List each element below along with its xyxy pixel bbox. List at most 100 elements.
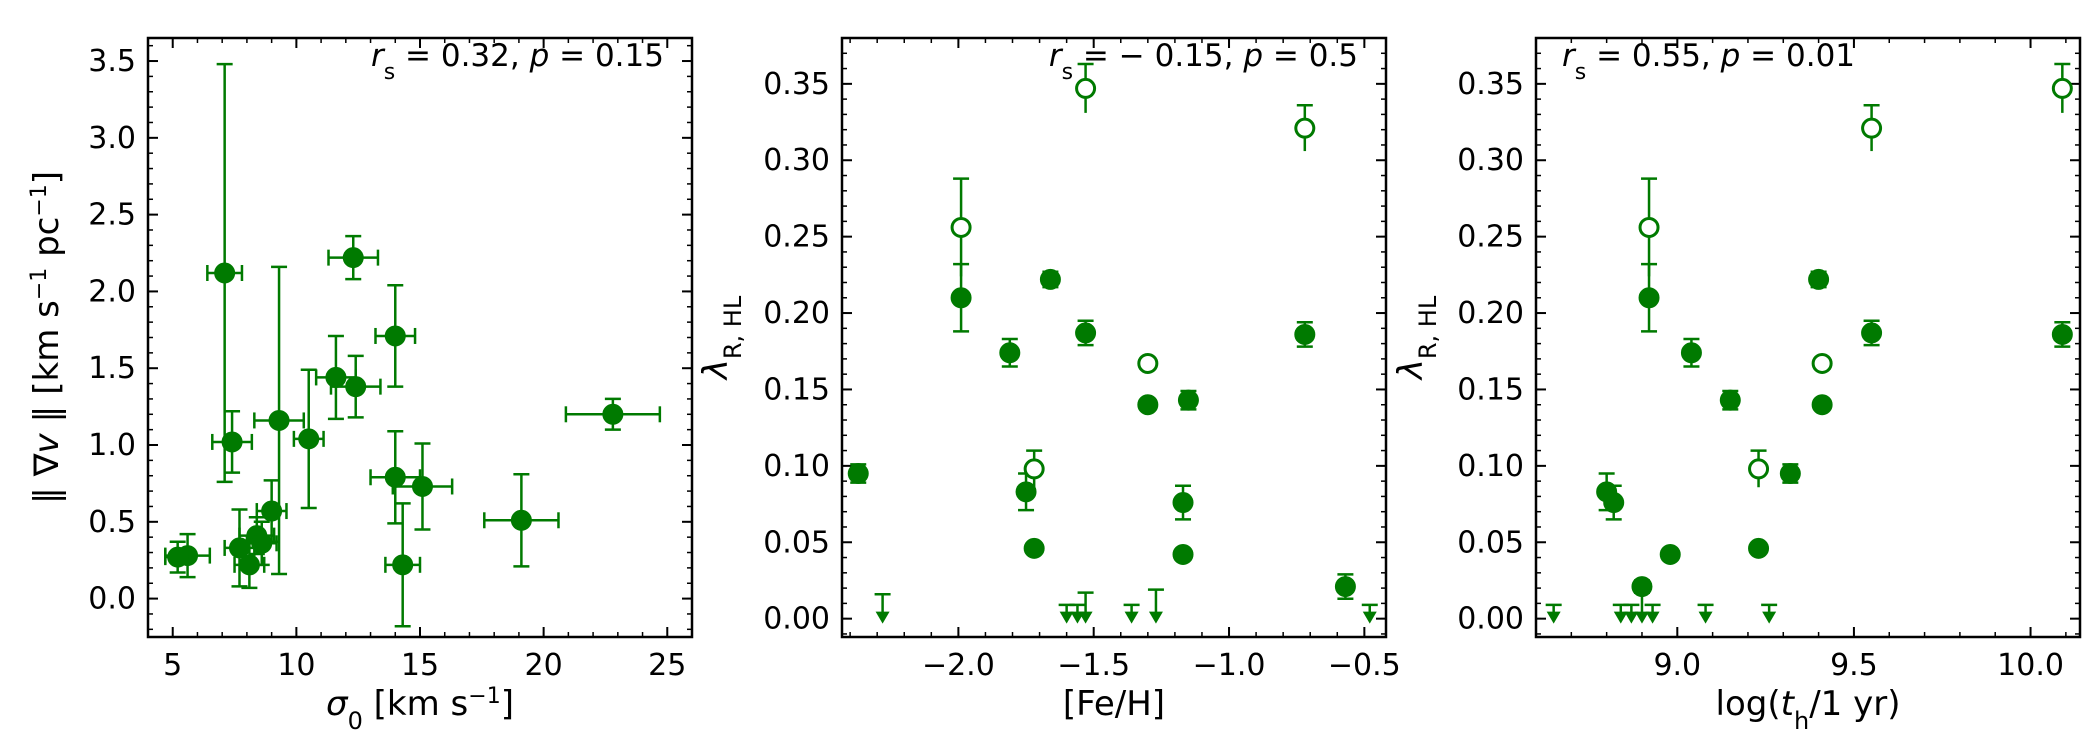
x-axis-label: log(th/1 yr) <box>1716 684 1901 735</box>
x-tick-label: 25 <box>648 648 686 683</box>
y-tick-label: 3.0 <box>88 121 136 156</box>
upper-limit-arrow <box>1546 611 1561 624</box>
y-tick-label: 0.30 <box>1457 143 1524 178</box>
x-tick-label: 15 <box>401 648 439 683</box>
data-point-filled <box>384 466 406 488</box>
y-tick-label: 0.25 <box>1457 220 1524 255</box>
data-point-open <box>950 216 972 238</box>
y-tick-label: 0.00 <box>763 602 830 637</box>
x-tick-label: 9.5 <box>1830 648 1878 683</box>
data-point-filled <box>999 342 1021 364</box>
y-tick-label: 2.0 <box>88 274 136 309</box>
y-axis-label: λR, HL <box>696 295 747 381</box>
data-point-filled <box>1638 287 1660 309</box>
x-tick-label: −0.5 <box>1328 648 1401 683</box>
correlation-annotation: rs = 0.55, p = 0.01 <box>1562 38 1855 85</box>
data-point-filled <box>411 475 433 497</box>
data-point-filled <box>1334 576 1356 598</box>
data-point-filled <box>251 532 273 554</box>
y-tick-label: 3.5 <box>88 44 136 79</box>
upper-limit-arrow <box>1362 611 1377 624</box>
data-point-filled <box>268 409 290 431</box>
data-point-filled <box>1075 322 1097 344</box>
data-point-filled <box>221 431 243 453</box>
y-tick-label: 0.10 <box>763 449 830 484</box>
y-tick-label: 0.30 <box>763 143 830 178</box>
y-tick-label: 1.5 <box>88 351 136 386</box>
data-point-filled <box>1177 389 1199 411</box>
data-point-filled <box>167 546 189 568</box>
data-point-filled <box>1023 537 1045 559</box>
x-tick-label: −2.0 <box>922 648 995 683</box>
upper-limit-arrow <box>1148 611 1163 624</box>
data-point-open <box>2051 77 2073 99</box>
x-tick-label: 10.0 <box>1997 648 2064 683</box>
data-point-filled <box>1603 492 1625 514</box>
y-tick-label: 0.25 <box>763 220 830 255</box>
x-axis-label: σ0 [km s−1] <box>326 684 514 736</box>
data-point-filled <box>1172 492 1194 514</box>
data-point-filled <box>1779 462 1801 484</box>
y-tick-label: 2.5 <box>88 198 136 233</box>
panel-lambda-vs-age: 9.0 9.5 10.0 0.00 0.05 0.10 0.15 0.20 0.25 0.30 0.… <box>1391 36 2082 735</box>
plot-frame <box>146 36 694 639</box>
data-point-open <box>1861 117 1883 139</box>
data-point-open <box>1075 77 1097 99</box>
y-tick-label: 0.15 <box>763 372 830 407</box>
data-point-open <box>1137 352 1159 374</box>
data-point-filled <box>1015 481 1037 503</box>
plot-frame <box>840 36 1388 639</box>
data-point-open <box>1023 458 1045 480</box>
y-tick-label: 0.00 <box>1457 602 1524 637</box>
data-point-filled <box>1659 543 1681 565</box>
data-point-filled <box>1294 323 1316 345</box>
data-point-filled <box>1811 394 1833 416</box>
data-point-open <box>1811 352 1833 374</box>
data-point-filled <box>342 247 364 269</box>
upper-limit-arrow <box>1124 611 1139 624</box>
upper-limit-arrow <box>1634 611 1649 624</box>
upper-limit-arrow <box>1645 611 1660 624</box>
y-tick-label: 1.0 <box>88 428 136 463</box>
panel-lambda-vs-metallicity: −2.0 −1.5 −1.0 −0.5 0.00 0.05 0.10 0.15 0.20 0.25… <box>696 36 1401 724</box>
data-point-filled <box>1137 394 1159 416</box>
data-point-filled <box>1172 543 1194 565</box>
data-point-open <box>1748 458 1770 480</box>
data-point-filled <box>1719 389 1741 411</box>
data-point-filled <box>1039 268 1061 290</box>
panel-velocity-gradient-vs-dispersion: 5 10 15 20 25 0.0 0.5 1.0 1.5 2.0 2.5 3.0 3.5 σ0 [km … <box>27 36 694 736</box>
data-point-filled <box>2051 323 2073 345</box>
y-tick-label: 0.05 <box>763 525 830 560</box>
x-tick-label: 10 <box>277 648 315 683</box>
data-point-filled <box>847 462 869 484</box>
y-axis-label: ‖ ∇v ‖ [km s−1 pc−1] <box>27 171 68 504</box>
data-point-filled <box>325 366 347 388</box>
x-tick-label: −1.5 <box>1057 648 1130 683</box>
data-point-open <box>1294 117 1316 139</box>
data-point-filled <box>384 325 406 347</box>
y-tick-label: 0.20 <box>763 296 830 331</box>
upper-limit-arrow <box>1698 611 1713 624</box>
y-tick-label: 0.35 <box>1457 67 1524 102</box>
x-tick-label: 5 <box>163 648 182 683</box>
y-tick-label: 0.20 <box>1457 296 1524 331</box>
data-point-filled <box>1808 268 1830 290</box>
data-point-filled <box>1680 342 1702 364</box>
correlation-annotation: rs = 0.32, p = 0.15 <box>371 38 664 85</box>
data-point-open <box>1638 216 1660 238</box>
data-point-filled <box>392 554 414 576</box>
y-tick-label: 0.5 <box>88 505 136 540</box>
correlation-annotation: rs = − 0.15, p = 0.5 <box>1049 38 1358 85</box>
data-point-filled <box>298 428 320 450</box>
data-point-filled <box>602 403 624 425</box>
y-tick-label: 0.35 <box>763 67 830 102</box>
y-tick-label: 0.15 <box>1457 372 1524 407</box>
plot-frame <box>1534 36 2082 639</box>
data-point-filled <box>214 262 236 284</box>
data-point-filled <box>950 287 972 309</box>
y-tick-label: 0.05 <box>1457 525 1524 560</box>
data-point-filled <box>261 500 283 522</box>
y-tick-label: 0.10 <box>1457 449 1524 484</box>
